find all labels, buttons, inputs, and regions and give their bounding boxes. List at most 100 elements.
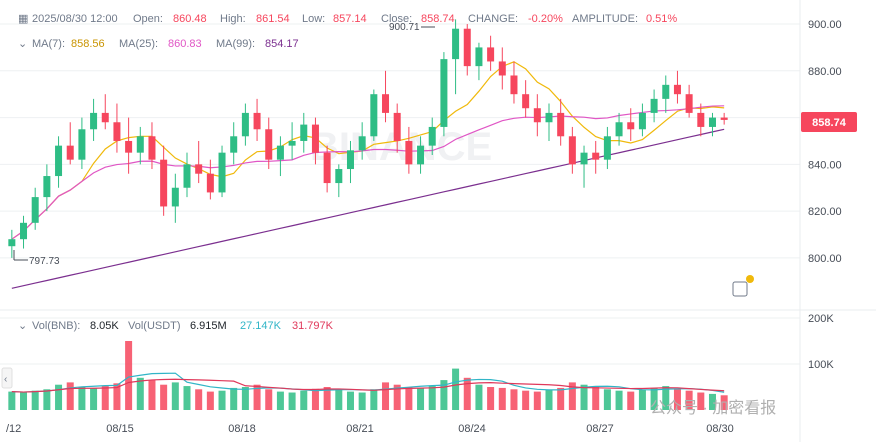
close-value: 858.74 xyxy=(421,13,455,25)
candle-body xyxy=(487,47,495,62)
volume-bar xyxy=(300,390,308,410)
candle-body xyxy=(417,145,425,165)
candle-body xyxy=(452,28,460,60)
volume-bar xyxy=(697,392,705,410)
notification-dot-icon xyxy=(746,275,754,283)
volume-bar xyxy=(148,380,156,410)
candle-body xyxy=(382,94,390,113)
volusdt-value: 6.915M xyxy=(190,320,227,332)
time-tick-label: 08/15 xyxy=(106,423,134,435)
candle-body xyxy=(136,136,144,153)
binance-watermark: BINANCE xyxy=(310,125,492,169)
volume-bar xyxy=(335,389,343,410)
current-price-label: 858.74 xyxy=(812,117,847,129)
candle-body xyxy=(685,94,693,113)
volume-bar xyxy=(393,384,401,410)
high-value: 861.54 xyxy=(256,13,290,25)
price-axis: 800.00820.00840.00860.00880.00900.00100K… xyxy=(808,19,842,371)
volume-bars xyxy=(8,341,728,410)
chevron-left-icon: ‹ xyxy=(4,374,7,385)
candle-body xyxy=(218,152,226,193)
candle-body xyxy=(125,140,133,153)
volume-bar xyxy=(43,389,51,410)
volume-bar xyxy=(55,384,63,410)
ma-lines xyxy=(11,61,725,289)
volume-bar xyxy=(510,389,518,410)
candle-body xyxy=(557,112,565,137)
time-tick-label: 08/24 xyxy=(458,423,486,435)
change-label: CHANGE: xyxy=(468,13,518,25)
candle-body xyxy=(253,112,261,130)
candle-body xyxy=(241,112,249,137)
volume-bar xyxy=(125,341,133,410)
candle-body xyxy=(662,84,670,99)
volume-bar xyxy=(358,392,366,410)
volume-bar xyxy=(545,389,553,410)
candle-body xyxy=(393,112,401,141)
price-tick-label: 840.00 xyxy=(808,159,842,171)
candle-body xyxy=(101,112,109,123)
calendar-icon: ▦ xyxy=(18,13,28,25)
candle-body xyxy=(55,145,63,177)
ma-legend: ⌄ MA(7): 858.56 MA(25): 860.83 MA(99): 8… xyxy=(18,38,299,50)
volume-bar xyxy=(673,388,681,410)
volume-bar xyxy=(498,387,506,410)
volume-bar xyxy=(638,389,646,410)
volume-tick-label: 200K xyxy=(808,313,834,325)
volume-bar xyxy=(8,391,16,410)
candle-body xyxy=(603,136,611,160)
chart-grid xyxy=(0,23,800,365)
volume-bar xyxy=(452,368,460,410)
chart-settings-icon[interactable] xyxy=(732,281,748,297)
volume-bar xyxy=(66,382,74,410)
candle-body xyxy=(195,164,203,174)
amplitude-value: 0.51% xyxy=(646,13,677,25)
volume-bar xyxy=(160,384,168,410)
volume-bar xyxy=(241,387,249,410)
candle-body xyxy=(405,140,413,165)
candle-body xyxy=(78,129,86,160)
ma7-label: MA(7): xyxy=(32,38,65,50)
candle-body xyxy=(627,122,635,130)
volume-bar xyxy=(382,382,390,410)
wechat-watermark: 公众号 · 加密看报 xyxy=(650,399,776,417)
scroll-left-button[interactable] xyxy=(1,367,13,389)
volume-bar xyxy=(113,383,121,410)
volume-tick-label: 100K xyxy=(808,359,834,371)
candle-body xyxy=(697,112,705,127)
candle-body xyxy=(300,124,308,141)
open-value: 860.48 xyxy=(173,13,207,25)
volusdt-label: Vol(USDT) xyxy=(128,320,181,332)
volume-bar xyxy=(533,391,541,410)
candle-body xyxy=(615,122,623,137)
candle-body xyxy=(346,150,354,170)
candle-body xyxy=(148,136,156,160)
candle-body xyxy=(265,129,273,160)
volume-bar xyxy=(405,387,413,410)
volume-bar xyxy=(615,390,623,410)
volume-bar xyxy=(417,387,425,410)
time-tick-label: 08/21 xyxy=(346,423,374,435)
volume-bar xyxy=(31,390,39,410)
volume-bar xyxy=(475,384,483,410)
candle-body xyxy=(720,117,728,120)
volume-ma2-line xyxy=(11,378,725,393)
candle-body xyxy=(66,145,74,160)
candle-body xyxy=(90,112,98,130)
candle-body xyxy=(183,164,191,188)
candle-body xyxy=(650,98,658,113)
volume-bar xyxy=(265,389,273,410)
volume-bar xyxy=(276,391,284,410)
candle-body xyxy=(288,140,296,146)
candle-body xyxy=(335,169,343,184)
candle-body xyxy=(20,222,28,240)
time-tick-label: 08/30 xyxy=(706,423,734,435)
volume-bar xyxy=(568,382,576,410)
candle-body xyxy=(206,173,214,193)
change-value: -0.20% xyxy=(528,13,563,25)
candle-body xyxy=(323,152,331,184)
ma7-value: 858.56 xyxy=(71,38,105,50)
volume-bar xyxy=(195,389,203,410)
volume-bar xyxy=(603,389,611,410)
